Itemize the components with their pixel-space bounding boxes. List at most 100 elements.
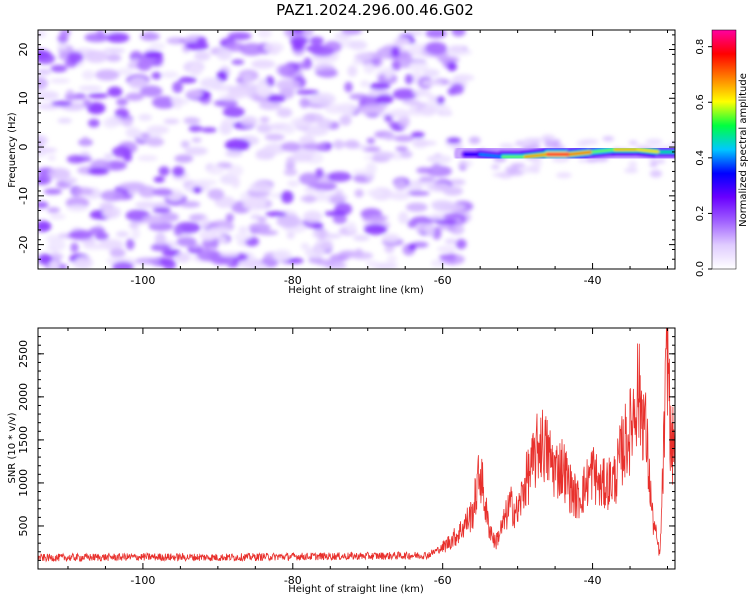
noise-blob [301,30,314,37]
noise-blob [145,137,165,147]
noise-blob [295,89,320,95]
noise-blob [387,121,400,127]
noise-blob [446,137,462,144]
y-tick-label: 1500 [17,426,30,454]
noise-blob [425,224,435,237]
noise-blob [74,256,94,269]
noise-blob [388,191,411,200]
noise-blob [47,207,61,214]
noise-blob [49,78,71,84]
noise-blob [391,46,400,58]
noise-blob [38,30,47,38]
noise-blob [191,137,202,143]
noise-blob [251,59,276,69]
noise-blob [425,30,447,39]
noise-blob [134,201,158,209]
noise-blob [384,243,395,254]
noise-blob [112,261,134,269]
noise-blob [354,52,373,62]
noise-blob [139,85,163,97]
noise-blob [393,135,414,142]
noise-blob [189,63,203,76]
noise-blob [400,59,411,69]
noise-blob [87,167,110,176]
noise-blob [125,92,144,101]
noise-blob [433,155,451,165]
noise-blob [280,142,302,152]
noise-blob [431,162,442,173]
noise-blob [332,214,348,225]
noise-blob [38,151,47,158]
noise-blob [368,215,389,221]
noise-blob [407,60,429,72]
noise-blob [448,179,466,186]
noise-blob [103,47,126,54]
noise-blob [72,187,94,196]
noise-blob [363,62,375,74]
noise-blob [137,155,158,162]
noise-blob [207,188,225,200]
noise-blob [183,117,201,125]
noise-blob [163,118,180,125]
noise-blob [410,131,425,139]
colorbar-tick-label: 0.2 [695,205,706,221]
noise-blob [358,104,385,116]
noise-blob [103,153,114,160]
noise-blob [43,188,63,195]
noise-blob [38,220,52,232]
noise-blob [170,96,183,104]
noise-blob [334,189,344,196]
noise-blob [82,243,107,250]
noise-blob [116,98,128,107]
noise-blob [434,219,459,225]
noise-blob [347,65,358,77]
noise-blob [172,166,185,177]
noise-blob [231,59,245,65]
y-tick-label: 20 [17,43,30,57]
noise-blob [311,92,336,106]
signal-segment [568,150,594,156]
noise-blob [344,139,360,149]
noise-blob [375,94,394,105]
noise-blob [138,185,157,198]
noise-blob [48,167,71,180]
noise-blob [257,30,272,39]
y-tick-label: 1000 [17,469,30,497]
noise-blob [278,64,297,78]
bottom-x-axis-label: Height of straight line (km) [288,584,424,595]
noise-blob [94,232,109,241]
noise-blob [404,73,414,85]
noise-blob [280,190,294,204]
noise-blob [116,68,133,76]
noise-blob [153,176,165,183]
noise-blob [555,172,572,179]
noise-blob [233,232,252,241]
noise-blob [366,189,384,197]
noise-blob [38,253,53,264]
noise-blob [241,72,253,83]
noise-blob [391,60,402,71]
noise-blob [392,88,418,100]
noise-blob [240,116,258,127]
noise-blob [38,173,52,185]
noise-blob [199,77,223,89]
colorbar-tick-label: 0.4 [695,150,706,166]
noise-blob [324,103,347,114]
y-tick-label: 2500 [17,340,30,368]
signal-segment [636,148,662,154]
noise-blob [405,202,428,212]
noise-blob [86,102,106,115]
noise-blob [392,37,411,46]
noise-blob [105,54,122,62]
noise-blob [507,168,525,177]
noise-blob [333,139,345,150]
noise-blob [383,133,396,141]
noise-blob [451,30,466,37]
noise-blob [366,137,376,144]
noise-blob [412,89,430,96]
noise-blob [258,101,282,110]
noise-blob [87,118,100,128]
noise-blob [264,133,285,141]
noise-blob [102,208,117,218]
